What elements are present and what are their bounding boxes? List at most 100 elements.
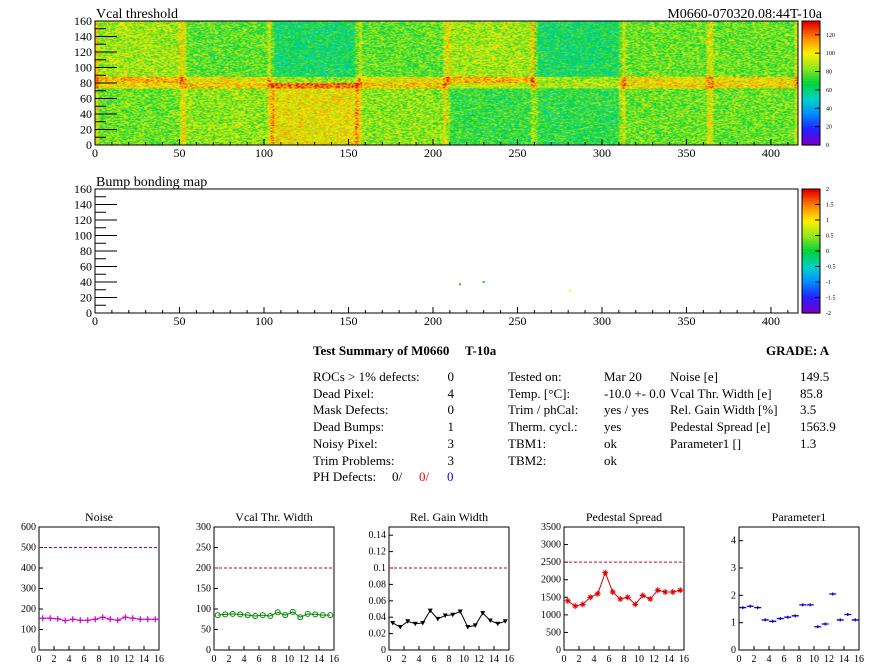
bump-palette-tick-label: 1.5 (826, 203, 834, 209)
pedestal-spread-point (579, 601, 586, 608)
bump-palette-band (802, 295, 820, 299)
vcal-palette-band (802, 125, 820, 129)
gain-width-point (427, 608, 433, 614)
gain-width-y-tick-label: 0.06 (369, 596, 387, 607)
vcal-palette-band (802, 73, 820, 77)
pedestal-spread-point (617, 596, 624, 603)
noise-point (122, 614, 129, 621)
bump-palette-band (802, 273, 820, 277)
bump-palette-band (802, 198, 820, 202)
vcal-palette-band (802, 21, 820, 25)
vcal-width-point (289, 608, 296, 615)
vcal-axis-x-tick-label: 250 (508, 146, 526, 160)
pedestal-spread-x-tick-label: 0 (562, 654, 567, 665)
gain-width-y-tick-label: 0 (381, 645, 386, 656)
noise-point (77, 617, 84, 624)
pedestal-spread-point (602, 569, 609, 576)
vcal-width-y-tick-label: 50 (201, 625, 211, 636)
vcal-palette-band (802, 112, 820, 116)
noise-point (144, 616, 151, 623)
vcal-width-point (327, 612, 334, 619)
vcal-palette-band (802, 80, 820, 84)
vcal-palette-band (802, 63, 820, 67)
vcal-palette-band (802, 105, 820, 109)
vcal-width-frame (213, 526, 335, 651)
vcal-palette-band (802, 33, 820, 37)
noise-x-tick-label: 16 (154, 654, 164, 665)
bump-palette-tick-label: -2 (826, 311, 831, 317)
parameter1-point (791, 614, 799, 618)
vcal-axis-x-tick-label: 400 (762, 146, 780, 160)
bump-palette-band (802, 228, 820, 232)
noise-point (62, 617, 69, 624)
vcal-palette-tick-label: 20 (826, 125, 832, 131)
pedestal-spread-point (647, 596, 654, 603)
parameter1-point (829, 592, 837, 596)
pedestal-spread-frame (563, 526, 685, 651)
vcal-width-title: Vcal Thr. Width (235, 510, 312, 524)
gain-width-y-tick-label: 0.04 (369, 612, 387, 623)
parameter1-y-tick-label: 3 (731, 563, 736, 574)
vcal-palette-band (802, 87, 820, 92)
parameter1-point (769, 619, 777, 623)
bump-bonding-points (459, 281, 571, 292)
bump-palette-band (802, 218, 820, 222)
bump-palette-band (802, 303, 820, 307)
gain-width-x-tick-label: 6 (432, 654, 437, 665)
gain-width-x-tick-label: 2 (402, 654, 407, 665)
gain-width-x-tick-label: 10 (459, 654, 469, 665)
gain-width-title: Rel. Gain Width (410, 510, 488, 524)
bump-palette-band (802, 246, 820, 250)
bump-palette-band (802, 305, 820, 309)
vcal-width-point (274, 609, 281, 616)
bump-bonding-axes: 0 50 100 150 200 250 300 350 4000204060801001201… (74, 182, 789, 328)
bump-palette-tick-label: 0 (826, 249, 829, 255)
vcal-axis-x-tick-label: 300 (593, 146, 611, 160)
vcal-axis-y-tick-label: 80 (80, 76, 92, 90)
pedestal-spread-point (564, 597, 571, 604)
bump-palette-band (802, 223, 820, 227)
vcal-axis-y-tick-label: 20 (80, 123, 92, 137)
bump-palette-band (802, 275, 820, 279)
pedestal-spread-x-tick-label: 6 (607, 654, 612, 665)
gain-width-x-tick-label: 8 (447, 654, 452, 665)
gain-width-point (502, 619, 508, 624)
vcal-width-x-tick-label: 2 (227, 654, 232, 665)
bump-palette-band (802, 238, 820, 242)
bump-palette-band (802, 216, 820, 220)
bump-axis-y-tick-label: 80 (80, 244, 92, 258)
bump-axis-y-tick-label: 120 (74, 213, 92, 227)
module-label: M0660-070320.08:44T-10a (667, 7, 822, 22)
gain-width-point (480, 611, 486, 616)
vcal-palette-band (802, 23, 820, 27)
bump-palette-band (802, 260, 820, 264)
parameter1-x-tick-label: 14 (839, 654, 849, 665)
vcal-palette-band (802, 50, 820, 54)
gain-width-point (487, 618, 493, 623)
bump-palette-band (802, 265, 820, 269)
bump-palette-tick-label: -1.5 (826, 296, 836, 302)
vcal-axis-y-tick-label: 140 (74, 30, 92, 44)
parameter1-point (851, 618, 859, 622)
bump-palette-band (802, 263, 820, 267)
parameter1-point (806, 603, 814, 607)
vcal-palette-band (802, 53, 820, 57)
parameter1-x-tick-label: 12 (824, 654, 834, 665)
vcal-palette-band (802, 92, 820, 96)
parameter1-point (821, 622, 829, 626)
bump-axis-y-tick-label: 0 (86, 306, 92, 320)
noise-point (92, 616, 99, 623)
gain-width-point (442, 613, 448, 619)
pedestal-spread-y-tick-label: 0 (556, 645, 561, 656)
bump-axis-x-tick-label: 200 (424, 314, 442, 328)
vcal-palette-band (802, 43, 820, 47)
vcal-palette-band (802, 130, 820, 134)
noise-x-tick-label: 0 (37, 654, 42, 665)
pedestal-spread-point (639, 592, 646, 599)
gain-width-point (435, 616, 441, 622)
vcal-width-point (214, 612, 221, 619)
bump-axis-y-tick-label: 40 (80, 275, 92, 289)
